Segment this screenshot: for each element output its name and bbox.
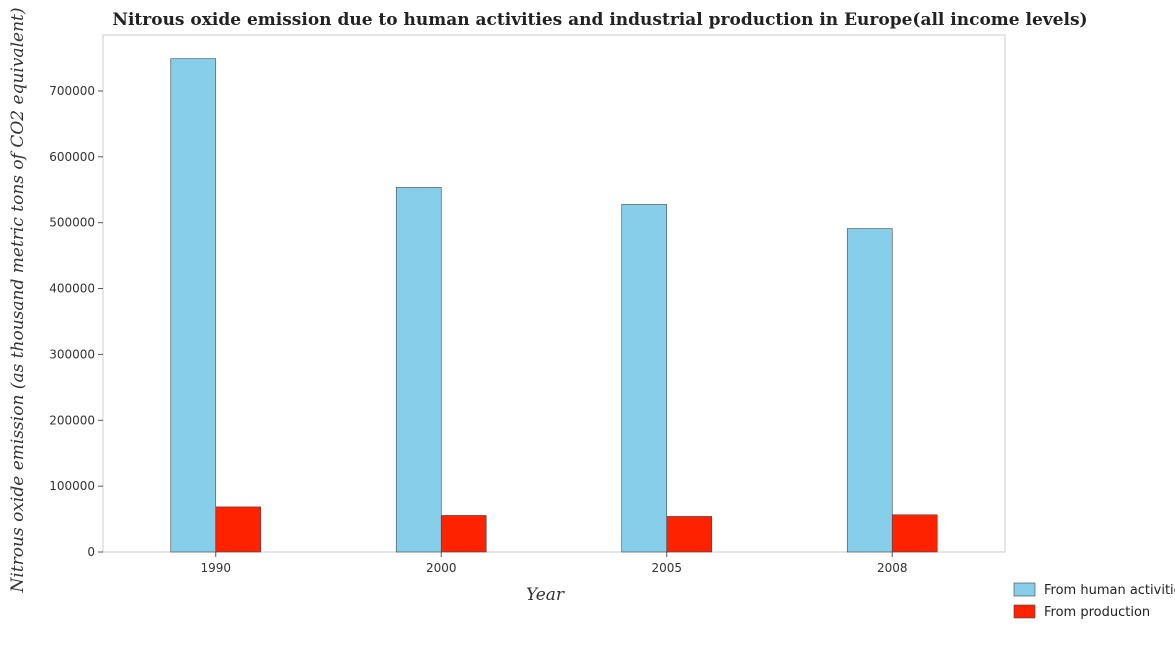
bar-production-1990 bbox=[215, 506, 262, 553]
x-tick-label: 2000 bbox=[426, 561, 457, 575]
legend-label: From production bbox=[1044, 605, 1150, 620]
bar-human-activities-2000 bbox=[395, 187, 442, 553]
legend: From human activities From production bbox=[1013, 582, 1175, 620]
y-tick-label: 200000 bbox=[49, 413, 95, 427]
x-tick-label: 1990 bbox=[200, 561, 231, 575]
bar-human-activities-2005 bbox=[621, 204, 668, 553]
bars bbox=[170, 58, 938, 553]
y-axis: 0 100000 200000 300000 400000 500000 600000 700… bbox=[49, 84, 103, 559]
legend-label: From human activities bbox=[1044, 583, 1175, 598]
bar-production-2008 bbox=[891, 514, 938, 553]
x-axis: 1990 2000 2005 2008 bbox=[200, 552, 908, 575]
x-axis-label: Year bbox=[526, 585, 565, 605]
y-tick-label: 0 bbox=[87, 545, 95, 559]
x-tick-label: 2005 bbox=[651, 561, 682, 575]
bar-production-2000 bbox=[440, 515, 487, 553]
bar-human-activities-2008 bbox=[846, 228, 893, 553]
legend-swatch bbox=[1013, 604, 1036, 619]
x-tick-label: 2008 bbox=[877, 561, 908, 575]
bar-human-activities-1990 bbox=[170, 58, 217, 553]
y-tick-label: 600000 bbox=[49, 150, 95, 164]
y-tick-label: 500000 bbox=[49, 216, 95, 230]
y-tick-label: 100000 bbox=[49, 479, 95, 493]
y-tick-label: 400000 bbox=[49, 282, 95, 296]
legend-swatch bbox=[1013, 582, 1036, 597]
y-tick-label: 300000 bbox=[49, 347, 95, 361]
y-tick-label: 700000 bbox=[49, 84, 95, 98]
y-axis-label: Nitrous oxide emission (as thousand metr… bbox=[8, 8, 28, 594]
chart-title: Nitrous oxide emission due to human acti… bbox=[112, 10, 1087, 30]
bar-production-2005 bbox=[666, 516, 713, 553]
